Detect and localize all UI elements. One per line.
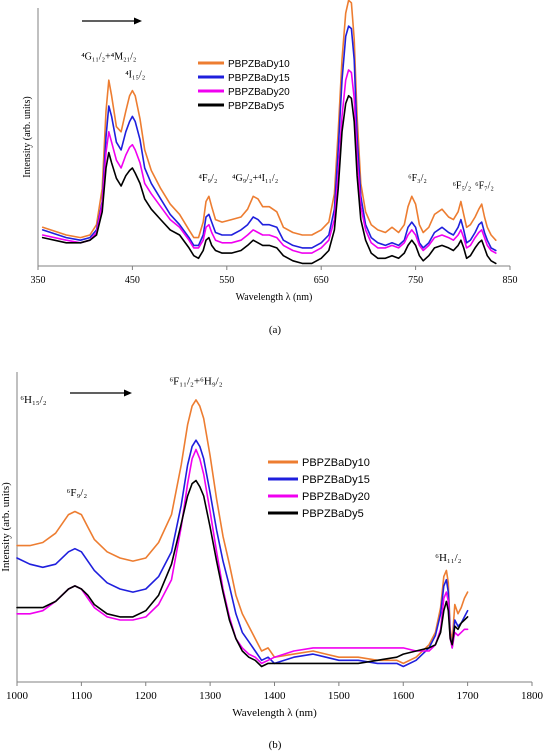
chart-b-x-tick-label: 1700 [457, 690, 480, 702]
chart-a-caption: (a) [269, 324, 282, 336]
chart-b-legend-label: PBPZBaDy5 [302, 508, 364, 520]
chart-b-series-line-pbpzbady20 [16, 448, 469, 665]
chart-b-peak-annotation: ⁶F₉/₂ [67, 487, 88, 499]
chart-a-peak-annotation: ⁶F₃/₂ [408, 173, 427, 184]
chart-b-x-tick-label: 1400 [264, 690, 287, 702]
chart-b-x-tick-label: 1200 [135, 690, 158, 702]
chart-a-x-axis-label: Wavelength λ (nm) [236, 292, 313, 303]
chart-a-x-tick-label: 750 [408, 275, 423, 286]
chart-b-arrowhead-icon [124, 389, 132, 397]
chart-a: (a) 350 450 550 650 750 850 Wavelength λ (nm) I… [22, 0, 518, 336]
chart-b-x-tick-label: 1100 [71, 690, 93, 702]
chart-b-series-line-pbpzbady10 [16, 399, 469, 665]
chart-a-peak-annotation: ⁴G₉/₂+⁴I₁₁/₂ [232, 173, 278, 184]
chart-a-legend-label: PBPZBaDy5 [228, 101, 285, 112]
chart-a-x-tick-label: 450 [125, 275, 140, 286]
chart-b-x-tick-label: 1600 [392, 690, 415, 702]
chart-a-x-tick-label: 350 [31, 275, 46, 286]
chart-b-x-tick-label: 1800 [521, 690, 544, 702]
chart-b-legend-label: PBPZBaDy15 [302, 474, 370, 486]
chart-b-x-tick-label: 1000 [6, 690, 29, 702]
chart-b-y-axis-label: Intensity (arb. units) [0, 482, 12, 572]
chart-b-x-tick-label: 1300 [199, 690, 222, 702]
chart-b-header-annotation: ⁶H₁₅/₂ [20, 394, 47, 406]
chart-a-legend-label: PBPZBaDy10 [228, 59, 290, 70]
chart-a-legend-label: PBPZBaDy20 [228, 87, 290, 98]
chart-b-peak-annotation: ⁶H₁₁/₂ [435, 552, 462, 564]
chart-a-series-line-pbpzbady15 [41, 25, 497, 252]
chart-a-series-line-pbpzbady5 [41, 94, 497, 265]
chart-a-peak-annotation: ⁶F₇/₂ [475, 181, 494, 192]
chart-a-arrowhead-icon [134, 17, 142, 25]
chart-a-x-tick-label: 650 [314, 275, 329, 286]
chart-a-x-tick-label: 850 [503, 275, 518, 286]
chart-a-peak-annotation: ⁴I₁₅/₂ [125, 70, 145, 81]
chart-a-series-line-pbpzbady10 [41, 0, 497, 241]
chart-a-y-axis-label: Intensity (arb. units) [22, 96, 33, 177]
chart-b-series-line-pbpzbady15 [16, 439, 469, 668]
chart-b-x-axis-label: Wavelength λ (nm) [232, 707, 317, 719]
chart-a-peak-annotation: ⁴F₉/₂ [199, 173, 218, 184]
chart-a-legend-label: PBPZBaDy15 [228, 73, 290, 84]
chart-a-series-line-pbpzbady20 [41, 69, 497, 254]
chart-a-peak-annotation: ⁶F₅/₂ [452, 181, 471, 192]
chart-a-x-tick-label: 550 [219, 275, 234, 286]
chart-b-caption: (b) [269, 739, 282, 751]
chart-b-x-tick-label: 1500 [328, 690, 351, 702]
chart-b: (b) 1000 1100 1200 1300 1400 1500 1600 1700 1800… [0, 372, 544, 751]
chart-b-legend-label: PBPZBaDy10 [302, 457, 370, 469]
chart-a-peak-annotation: ⁴G₁₁/₂+⁴M₂₁/₂ [81, 52, 136, 63]
chart-b-peak-annotation: ⁶F₁₁/₂+⁶H₉/₂ [169, 375, 222, 387]
chart-b-series-line-pbpzbady5 [16, 479, 469, 668]
chart-b-legend-label: PBPZBaDy20 [302, 491, 370, 503]
